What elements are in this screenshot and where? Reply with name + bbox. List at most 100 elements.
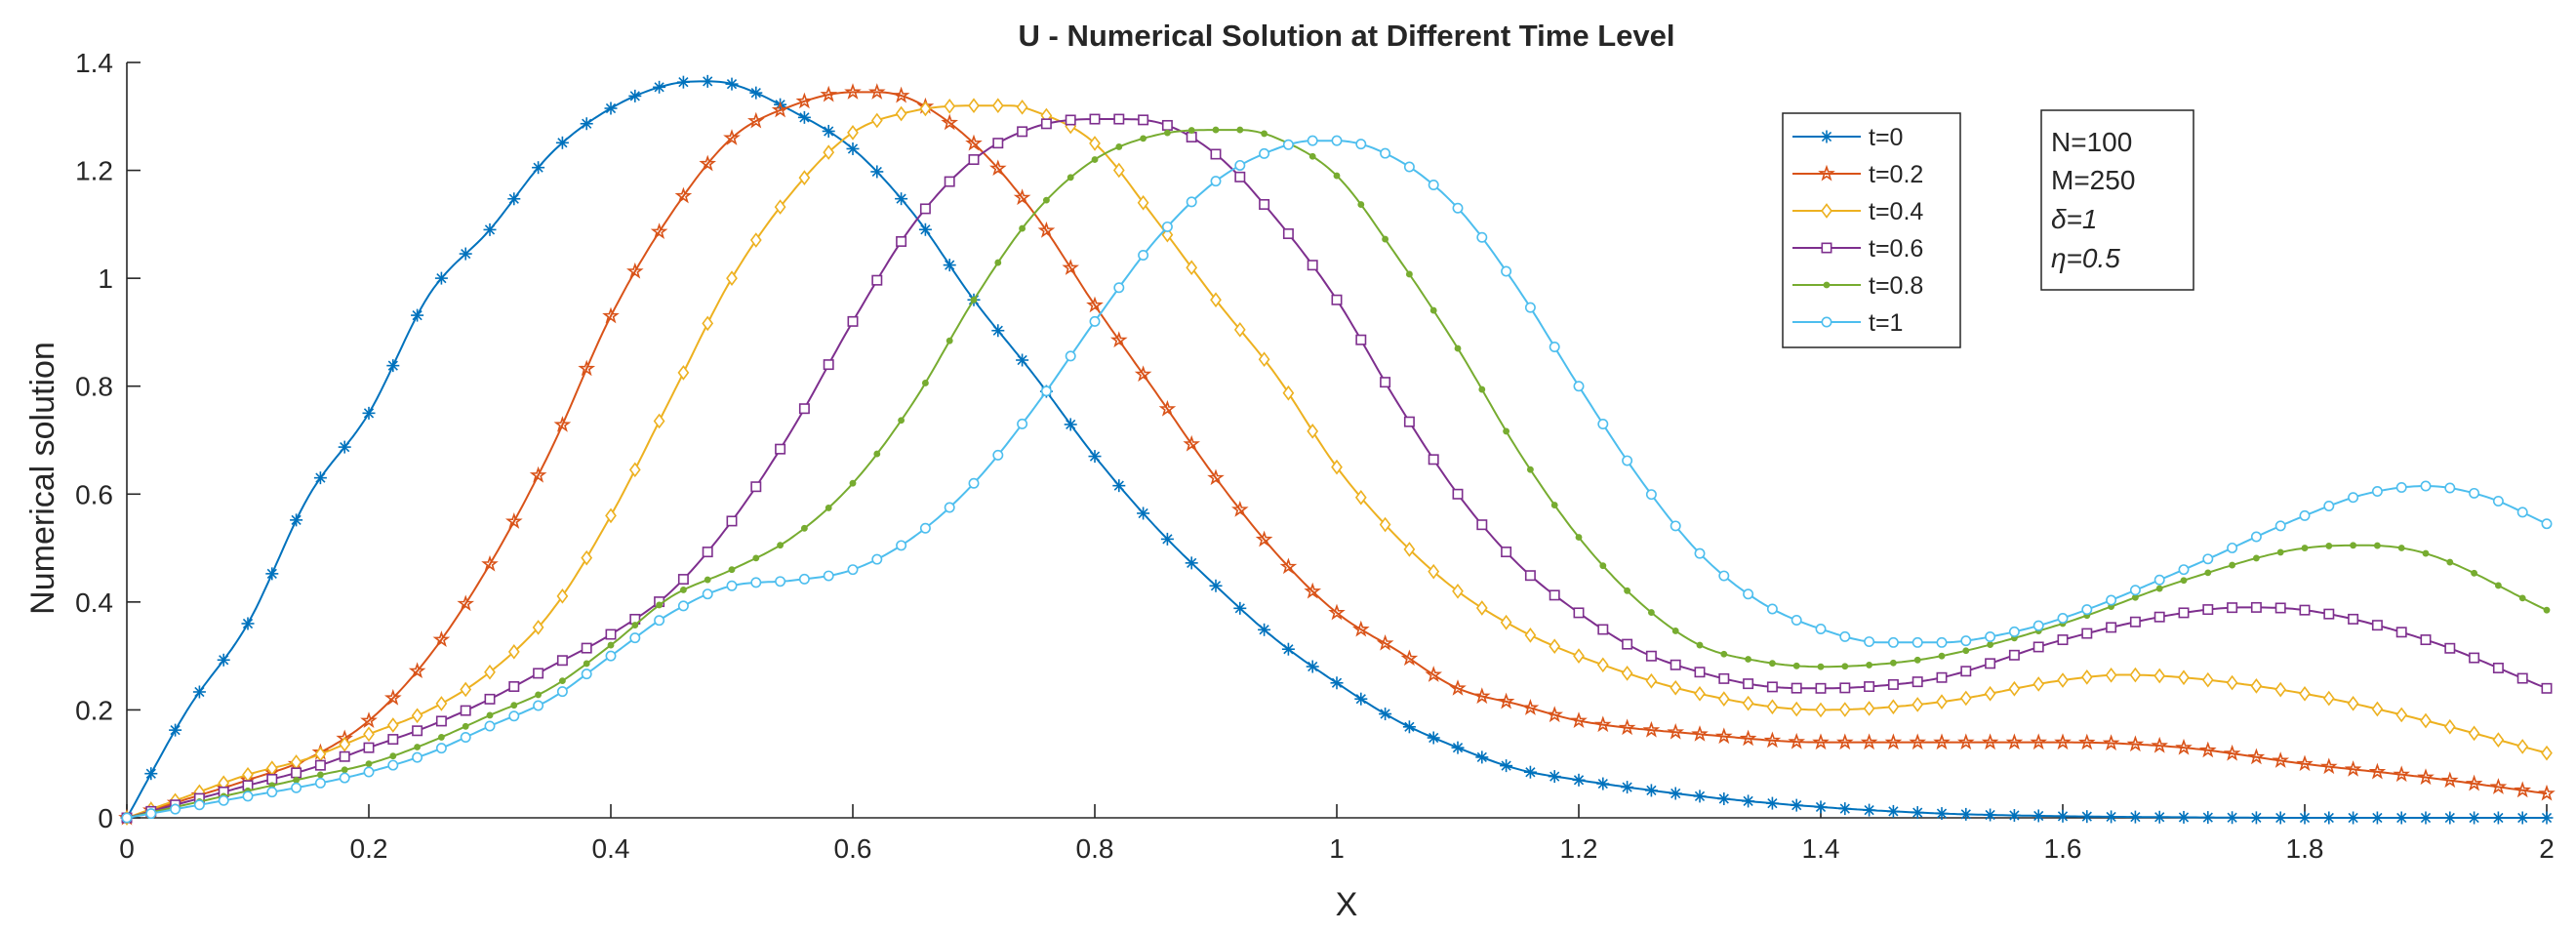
- data-point: [1473, 687, 1491, 705]
- data-point: [2229, 561, 2236, 569]
- data-point: [1042, 196, 1050, 204]
- data-point: [241, 617, 255, 630]
- data-point: [2368, 762, 2387, 780]
- data-point: [362, 406, 376, 420]
- data-point: [555, 136, 569, 149]
- data-point: [1040, 118, 1052, 130]
- data-point: [2299, 686, 2311, 702]
- data-point: [484, 720, 496, 732]
- data-point: [1717, 691, 1730, 707]
- data-point: [1524, 570, 1536, 582]
- parameter-annotation: N=100 M=250 δ=1 η=0.5: [2040, 109, 2194, 291]
- data-point: [1743, 588, 1754, 600]
- data-point: [1304, 582, 1322, 599]
- data-point: [1791, 682, 1802, 694]
- data-point: [556, 686, 568, 698]
- data-point: [1765, 796, 1779, 810]
- data-point: [533, 668, 544, 679]
- data-point: [2395, 811, 2408, 825]
- data-point: [1866, 662, 1873, 669]
- data-point: [702, 588, 713, 600]
- data-point: [1667, 722, 1685, 740]
- data-point: [1718, 570, 1730, 582]
- data-point: [1936, 694, 1948, 709]
- data-point: [605, 507, 617, 524]
- data-point: [1429, 306, 1437, 314]
- data-point: [1814, 800, 1828, 814]
- data-point: [1792, 662, 1800, 669]
- data-point: [2395, 627, 2407, 638]
- data-point: [1933, 733, 1951, 750]
- data-point: [1281, 642, 1295, 656]
- data-point: [1745, 656, 1752, 663]
- data-point: [1823, 281, 1831, 289]
- x-tick-label: 2: [2539, 833, 2555, 864]
- data-point: [1887, 678, 1899, 690]
- data-point: [558, 677, 566, 685]
- param-m: M=250: [2051, 165, 2135, 195]
- data-point: [1355, 139, 1367, 150]
- data-point: [1233, 601, 1247, 615]
- data-point: [1161, 119, 1173, 131]
- data-point: [2323, 501, 2335, 511]
- data-point: [1497, 692, 1515, 709]
- data-point: [2008, 680, 2021, 697]
- data-point: [2393, 765, 2410, 783]
- data-point: [1766, 681, 1778, 693]
- data-point: [1402, 720, 1416, 734]
- data-point: [1331, 459, 1343, 475]
- data-point: [2397, 545, 2405, 551]
- data-point: [2105, 810, 2118, 824]
- data-point: [1593, 715, 1612, 733]
- data-point: [266, 787, 278, 798]
- data-point: [1355, 334, 1367, 345]
- data-point: [1887, 636, 1899, 648]
- data-point: [341, 766, 348, 774]
- data-point: [529, 466, 547, 483]
- data-point: [1815, 682, 1827, 694]
- legend-label: t=0.4: [1869, 198, 1923, 225]
- data-point: [121, 812, 133, 824]
- data-point: [1524, 628, 1537, 643]
- data-point: [192, 685, 206, 699]
- data-point: [846, 142, 860, 155]
- data-point: [1331, 135, 1343, 146]
- series-line: [126, 91, 2548, 819]
- data-point: [1209, 579, 1223, 592]
- data-point: [1645, 672, 1658, 689]
- data-point: [1984, 808, 1997, 822]
- data-point: [1742, 794, 1755, 808]
- data-point: [2153, 810, 2166, 824]
- data-point: [847, 564, 859, 576]
- data-point: [892, 86, 910, 103]
- data-point: [946, 337, 953, 344]
- data-point: [386, 717, 399, 733]
- data-point: [868, 83, 886, 100]
- data-point: [1258, 351, 1270, 368]
- data-point: [723, 129, 741, 145]
- data-point: [460, 705, 471, 716]
- series-t-0-8: [123, 126, 2551, 822]
- data-point: [1379, 516, 1391, 533]
- data-point: [2250, 678, 2263, 694]
- data-point: [2298, 811, 2312, 825]
- data-point: [677, 574, 689, 586]
- data-point: [1261, 130, 1268, 138]
- data-point: [1739, 729, 1757, 747]
- y-tick-label: 0.8: [75, 372, 113, 402]
- data-point: [1549, 589, 1560, 601]
- data-point: [435, 715, 447, 727]
- data-point: [2226, 811, 2239, 825]
- data-point: [2274, 602, 2286, 614]
- data-point: [338, 440, 351, 454]
- data-point: [242, 790, 254, 802]
- data-point: [2153, 611, 2165, 623]
- x-tick-label: 1.4: [1802, 833, 1840, 864]
- data-point: [2129, 667, 2142, 683]
- data-point: [217, 653, 230, 667]
- data-point: [1812, 733, 1830, 750]
- data-point: [2516, 507, 2528, 518]
- data-point: [387, 734, 399, 746]
- data-point: [1766, 603, 1778, 615]
